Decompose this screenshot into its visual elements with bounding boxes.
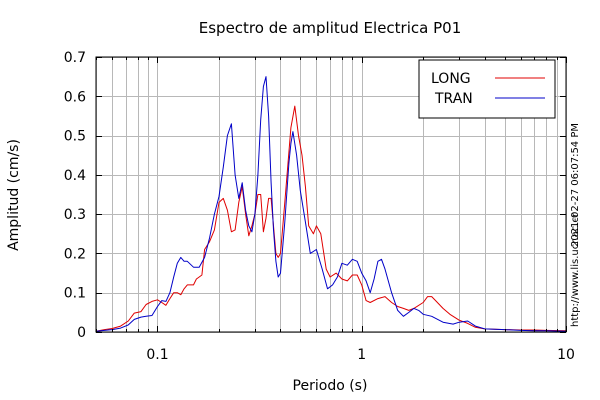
series-line-long — [95, 105, 567, 332]
legend-label-long: LONG — [431, 71, 471, 87]
x-axis-label: Periodo (s) — [293, 378, 368, 394]
series-line-tran — [95, 76, 567, 332]
y-tick-label: 0.1 — [64, 286, 86, 302]
y-tick-label: 0.5 — [64, 129, 86, 145]
axis-ticks — [96, 57, 567, 333]
y-tick-label: 0.7 — [64, 50, 86, 66]
y-tick-label: 0.2 — [64, 246, 86, 262]
x-tick-label: 10 — [557, 347, 575, 363]
source-url-label: http://www.lis.ucr.ac.cr — [570, 212, 581, 327]
y-tick-label: 0 — [77, 325, 86, 341]
legend-box — [418, 59, 556, 119]
y-tick-label: 0.6 — [64, 89, 86, 105]
y-tick-label: 0.4 — [64, 168, 86, 184]
series-layer — [95, 76, 567, 332]
timestamp-label: 2021-02-27 06:07:54 PM — [570, 123, 581, 247]
legend-label-tran: TRAN — [434, 91, 473, 107]
y-axis-label: Amplitud (cm/s) — [6, 139, 22, 251]
x-tick-labels: 0.1 1 10 — [146, 347, 575, 363]
x-tick-label: 0.1 — [146, 347, 168, 363]
x-tick-label: 1 — [357, 347, 366, 363]
chart-title: Espectro de amplitud Electrica P01 — [199, 19, 462, 37]
y-tick-label: 0.3 — [64, 207, 86, 223]
y-tick-labels: 0 0.1 0.2 0.3 0.4 0.5 0.6 0.7 — [64, 50, 86, 341]
legend: LONG TRAN — [418, 59, 556, 119]
